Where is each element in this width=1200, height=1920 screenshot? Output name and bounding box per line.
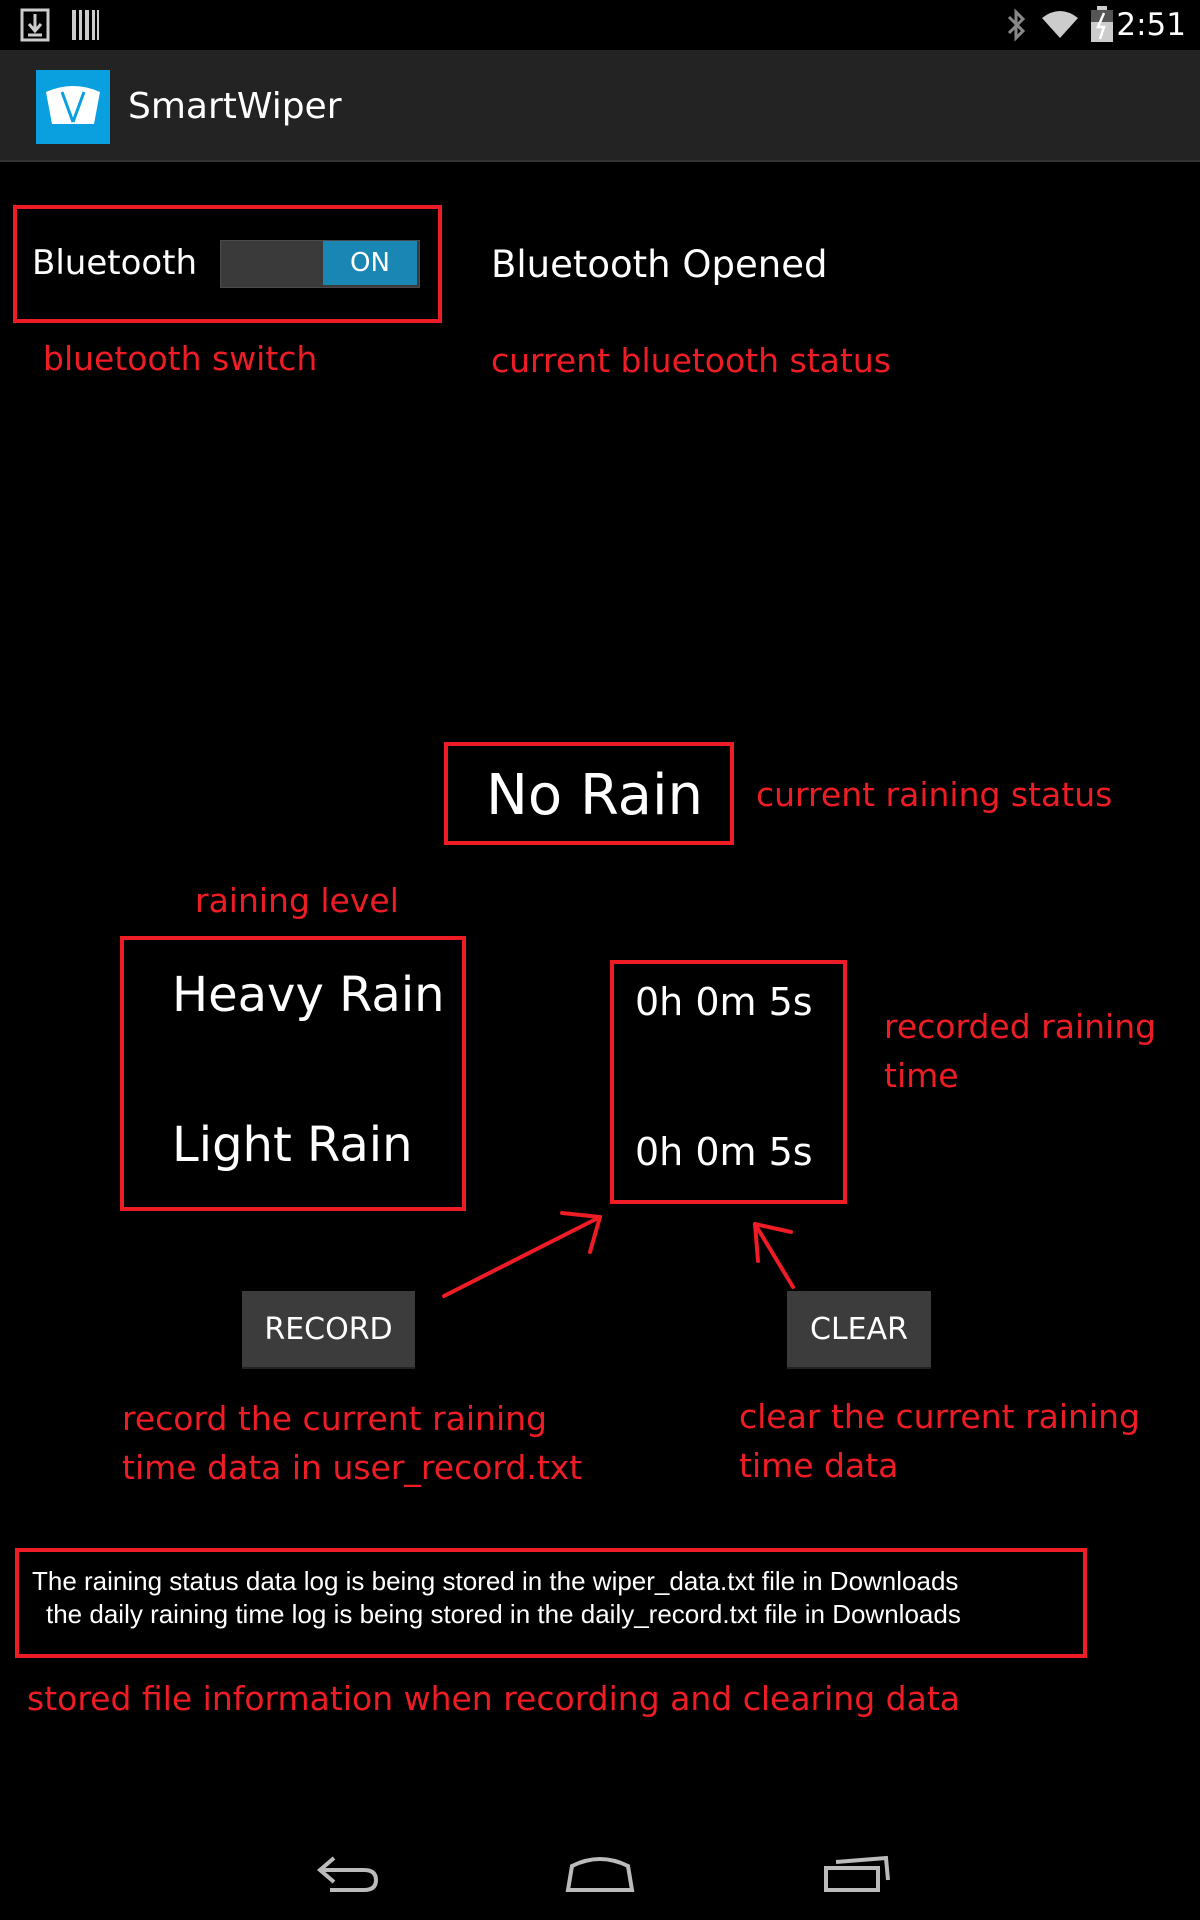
clear-button[interactable]: CLEAR — [787, 1291, 931, 1369]
bluetooth-label: Bluetooth — [32, 243, 198, 283]
raining-level-annotation-box — [120, 936, 466, 1211]
heavy-rain-label: Heavy Rain — [172, 967, 445, 1023]
barcode-icon — [72, 10, 99, 40]
status-bar: 2:51 — [0, 0, 1200, 50]
wifi-icon — [1042, 11, 1078, 38]
annotation-clear-line1: clear the current raining — [739, 1397, 1140, 1436]
annotation-bluetooth-switch: bluetooth switch — [43, 339, 318, 378]
annotation-clear-line2: time data — [739, 1446, 899, 1485]
light-rain-time: 0h 0m 5s — [635, 1130, 813, 1174]
rain-status-annotation-box — [444, 742, 734, 845]
app-title: SmartWiper — [128, 86, 342, 127]
clock: 2:51 — [1116, 7, 1186, 43]
action-bar: SmartWiper — [0, 50, 1200, 162]
download-icon — [20, 8, 50, 42]
annotation-recorded-time-line2: time — [884, 1056, 959, 1095]
record-button[interactable]: RECORD — [242, 1291, 415, 1369]
annotation-stored-info: stored file information when recording a… — [27, 1679, 960, 1718]
bluetooth-status-text: Bluetooth Opened — [491, 243, 828, 286]
info-line-2: the daily raining time log is being stor… — [46, 1599, 961, 1629]
back-icon[interactable] — [308, 1850, 380, 1894]
wiper-app-icon[interactable] — [36, 70, 110, 144]
annotation-raining-level: raining level — [195, 881, 399, 920]
recent-apps-icon[interactable] — [822, 1850, 894, 1894]
light-rain-label: Light Rain — [172, 1117, 413, 1173]
rain-status-text: No Rain — [486, 763, 703, 828]
clear-arrow-icon — [753, 1222, 795, 1289]
annotation-record-line1: record the current raining — [122, 1399, 547, 1438]
battery-icon — [1091, 6, 1113, 42]
annotation-recorded-time-line1: recorded raining — [884, 1007, 1157, 1046]
bluetooth-icon — [1007, 8, 1026, 42]
bluetooth-switch-annotation-box — [13, 205, 442, 323]
home-icon[interactable] — [562, 1850, 638, 1894]
record-arrow-icon — [442, 1211, 602, 1298]
annotation-record-line2: time data in user_record.txt — [122, 1448, 583, 1487]
heavy-rain-time: 0h 0m 5s — [635, 980, 813, 1024]
annotation-raining-status: current raining status — [756, 775, 1113, 814]
bluetooth-toggle-thumb[interactable]: ON — [323, 241, 417, 285]
stored-file-info-annotation-box — [15, 1548, 1087, 1658]
annotation-bluetooth-status: current bluetooth status — [491, 341, 891, 380]
recorded-time-annotation-box — [610, 960, 847, 1204]
info-line-1: The raining status data log is being sto… — [32, 1566, 959, 1596]
